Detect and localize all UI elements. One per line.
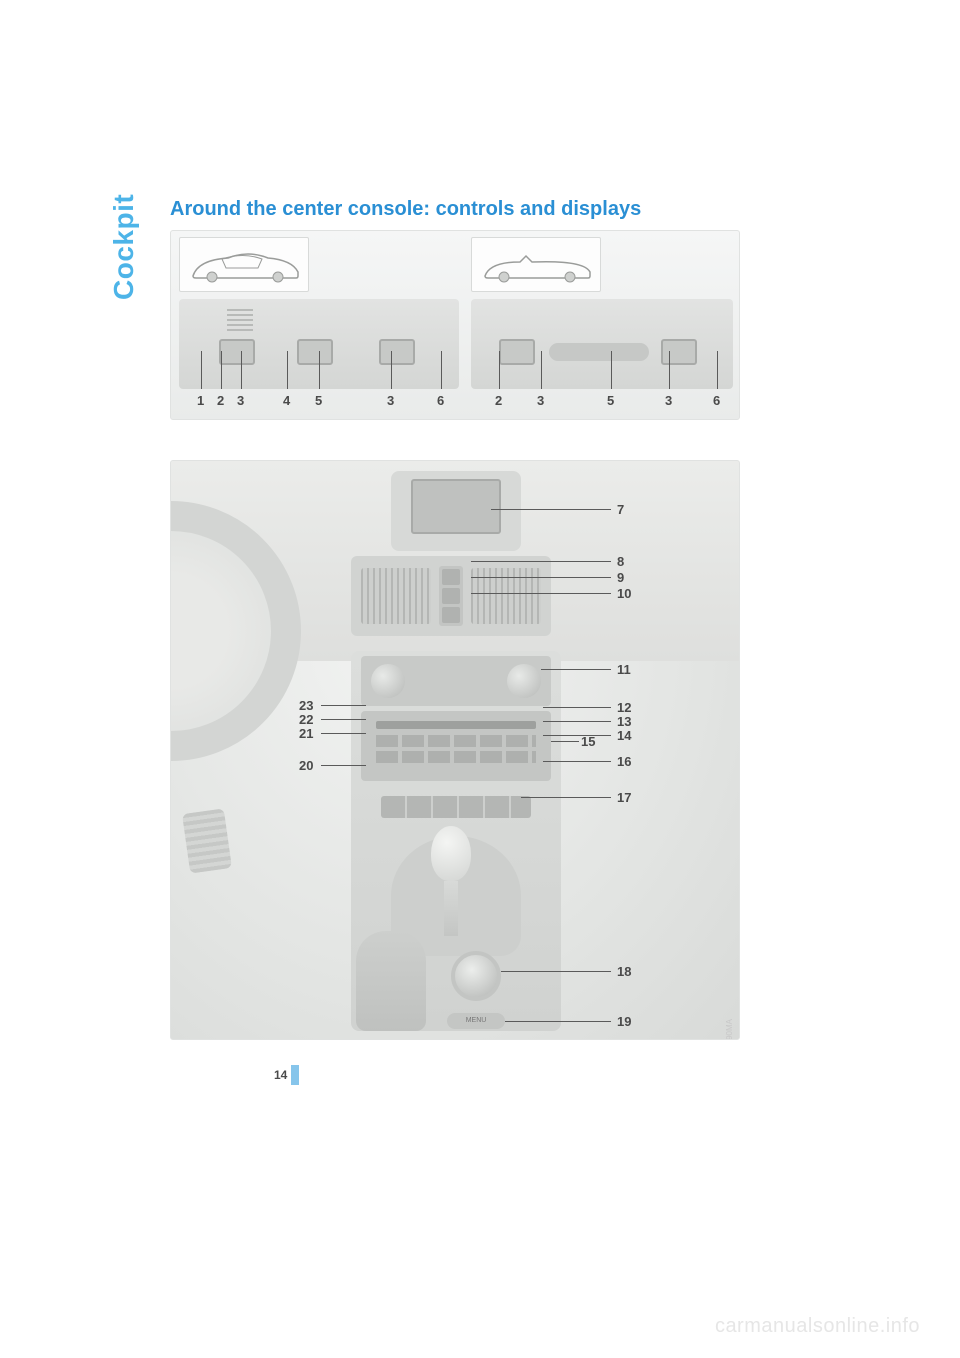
gear-shifter <box>431 826 471 936</box>
callout-number: 20 <box>299 758 313 773</box>
car-coupe-icon <box>188 248 302 284</box>
display-housing <box>391 471 521 551</box>
page-number: 14 <box>274 1068 287 1082</box>
callout-leader <box>201 351 202 389</box>
callout-number: 14 <box>617 728 631 743</box>
figure-overhead-panels: 1234536 23536 <box>170 230 740 420</box>
callout-leader <box>321 765 366 766</box>
callout-leader <box>543 707 611 708</box>
callout-number: 13 <box>617 714 631 729</box>
overhead-panel-convertible <box>471 299 733 389</box>
callout-leader <box>471 593 611 594</box>
callout-leader <box>241 351 242 389</box>
footrest-pedal <box>182 808 232 873</box>
callout-leader <box>501 971 611 972</box>
callout-leader <box>551 741 579 742</box>
callout-leader <box>221 351 222 389</box>
callout-leader <box>717 351 718 389</box>
audio-panel <box>361 711 551 781</box>
callout-number: 19 <box>617 1014 631 1029</box>
car-convertible-icon <box>480 248 594 284</box>
callout-number: 7 <box>617 502 624 517</box>
callout-leader <box>543 761 611 762</box>
callout-number: 3 <box>537 393 544 408</box>
callout-leader <box>491 509 611 510</box>
callout-leader <box>471 561 611 562</box>
callout-leader <box>611 351 612 389</box>
callout-leader <box>499 351 500 389</box>
callout-number: 5 <box>607 393 614 408</box>
page-number-block: 14 <box>274 1065 299 1085</box>
callout-leader <box>441 351 442 389</box>
callout-number: 9 <box>617 570 624 585</box>
callout-number: 22 <box>299 712 313 727</box>
watermark: carmanualsonline.info <box>715 1315 920 1338</box>
callout-number: 3 <box>665 393 672 408</box>
center-vent-buttons <box>439 566 463 626</box>
callout-number: 17 <box>617 790 631 805</box>
callout-leader <box>321 733 366 734</box>
callout-leader <box>669 351 670 389</box>
cd-slot <box>376 721 536 729</box>
callout-leader <box>321 705 366 706</box>
callout-number: 23 <box>299 698 313 713</box>
callout-leader <box>391 351 392 389</box>
callout-leader <box>543 721 611 722</box>
callout-number: 8 <box>617 554 624 569</box>
callout-number: 16 <box>617 754 631 769</box>
callout-leader <box>319 351 320 389</box>
callout-number: 1 <box>197 393 204 408</box>
callout-number: 2 <box>217 393 224 408</box>
callout-leader <box>543 735 611 736</box>
callout-number: 3 <box>387 393 394 408</box>
idrive-controller <box>451 951 501 1001</box>
figure-reference-code: VK811190MA <box>725 1019 734 1040</box>
page-tab-marker <box>291 1065 299 1085</box>
callout-leader <box>541 351 542 389</box>
callout-number: 5 <box>315 393 322 408</box>
climate-knob-left <box>371 664 405 698</box>
callout-leader <box>471 577 611 578</box>
callout-number: 6 <box>713 393 720 408</box>
callout-leader <box>505 1021 611 1022</box>
handbrake-boot <box>356 931 426 1031</box>
callout-leader <box>521 797 611 798</box>
callout-leader <box>287 351 288 389</box>
callout-number: 10 <box>617 586 631 601</box>
callout-number: 12 <box>617 700 631 715</box>
callout-number: 3 <box>237 393 244 408</box>
control-display <box>411 479 501 534</box>
callout-number: 21 <box>299 726 313 741</box>
lower-button-row <box>381 796 531 818</box>
center-air-vent <box>351 556 551 636</box>
callout-number: 6 <box>437 393 444 408</box>
callout-number: 15 <box>581 734 595 749</box>
page-heading: Around the center console: controls and … <box>170 198 641 221</box>
section-label: Cockpit <box>108 194 140 300</box>
car-inset-convertible <box>471 237 601 292</box>
callout-number: 11 <box>617 662 631 677</box>
callout-number: 18 <box>617 964 631 979</box>
callout-number: 2 <box>495 393 502 408</box>
climate-knob-right <box>507 664 541 698</box>
figure-center-console: MENU VK811190MA 78910111213141617181915 … <box>170 460 740 1040</box>
callout-leader <box>321 719 366 720</box>
climate-control-panel <box>361 656 551 706</box>
car-inset-coupe <box>179 237 309 292</box>
callout-leader <box>541 669 611 670</box>
callout-number: 4 <box>283 393 290 408</box>
menu-button: MENU <box>447 1013 505 1029</box>
